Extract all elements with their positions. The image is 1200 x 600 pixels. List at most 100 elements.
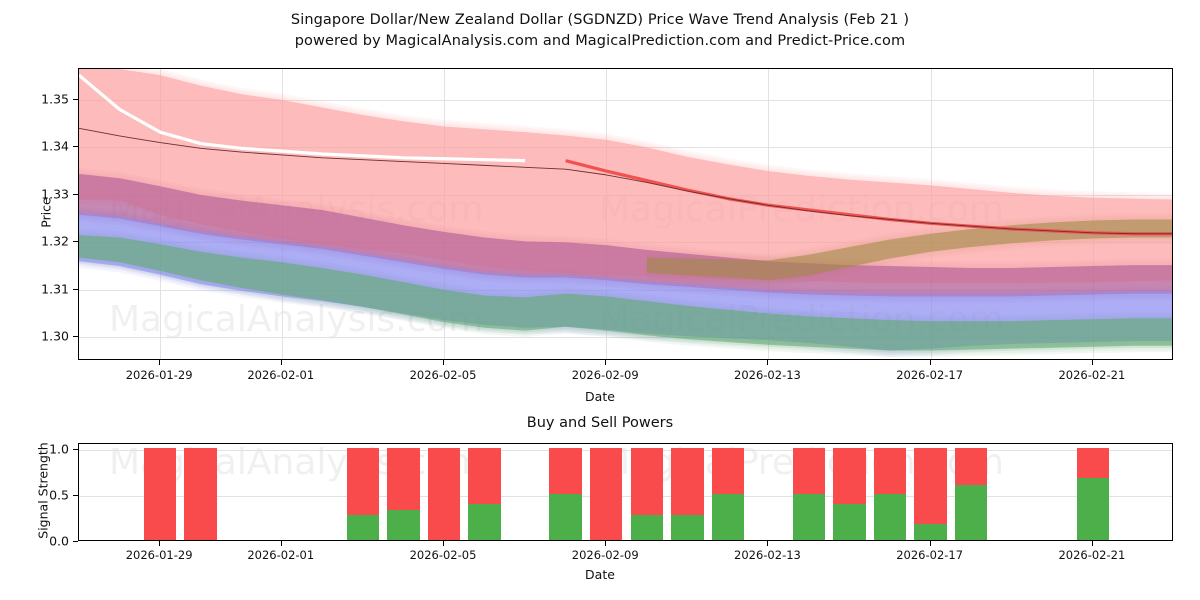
price-line <box>79 73 526 163</box>
x-axis-tick-label: 2026-02-17 <box>896 548 964 562</box>
buy-power-segment <box>914 524 947 540</box>
sell-power-segment <box>427 447 461 540</box>
buy-power-segment <box>792 493 826 540</box>
buy-power-segment <box>387 509 420 540</box>
y-axis-title: Signal Strength <box>35 442 51 539</box>
signal-bar[interactable] <box>1076 447 1110 540</box>
y-axis-tick-mark <box>73 448 78 450</box>
x-axis-tick-label: 2026-02-05 <box>409 368 477 382</box>
x-axis-tick-mark <box>1091 541 1093 546</box>
price-band <box>79 173 1172 297</box>
y-axis-tick-label: 1.32 <box>41 233 69 249</box>
signal-bar[interactable] <box>549 447 582 540</box>
signal-bar[interactable] <box>914 447 947 540</box>
y-axis-tick-mark <box>73 193 78 195</box>
sell-power-segment <box>914 447 947 525</box>
buy-power-segment <box>873 493 907 540</box>
buy-sell-title: Buy and Sell Powers <box>526 415 674 431</box>
sell-power-segment <box>671 447 704 516</box>
title-line-1: Singapore Dollar/New Zealand Dollar (SGD… <box>290 12 910 28</box>
x-axis-tick-label: 2026-01-29 <box>125 368 193 382</box>
sell-power-segment <box>184 447 217 540</box>
y-axis-tick-label: 1.34 <box>41 138 69 154</box>
x-axis-tick-mark <box>280 541 282 546</box>
price-band-layer <box>79 69 1172 357</box>
buy-power-segment <box>711 493 745 540</box>
x-axis-tick-label: 2026-02-17 <box>896 368 964 382</box>
y-axis-tick-label: 1.33 <box>41 186 69 202</box>
price-plot-area: MagicalAnalysis.comMagicalPrediction.com… <box>78 68 1173 360</box>
signal-bar[interactable] <box>833 447 866 540</box>
buy-power-segment <box>468 503 501 540</box>
sell-power-segment <box>590 447 623 540</box>
sell-power-segment <box>387 447 420 510</box>
y-axis-tick-label: 1.30 <box>41 328 69 344</box>
gridline-horizontal <box>79 495 1172 497</box>
price-band <box>646 219 1172 281</box>
price-line <box>79 127 1172 235</box>
x-axis-tick-label: 2026-02-05 <box>409 548 477 562</box>
signal-bar[interactable] <box>468 447 501 540</box>
sell-power-segment <box>549 447 582 494</box>
sell-power-segment <box>833 447 866 504</box>
buy-power-segment <box>630 515 663 540</box>
price-band <box>79 235 1172 351</box>
x-axis-tick-mark <box>605 360 607 365</box>
signal-bar[interactable] <box>346 447 380 540</box>
y-axis-tick-label: 1.35 <box>41 91 69 107</box>
sell-power-segment <box>711 447 745 494</box>
sell-power-segment <box>1076 447 1110 479</box>
y-axis-tick-mark <box>73 241 78 243</box>
x-axis-tick-mark <box>159 541 161 546</box>
y-axis-tick-label: 0.5 <box>49 487 69 503</box>
signal-bar[interactable] <box>630 447 663 540</box>
x-axis-tick-label: 2026-02-21 <box>1058 368 1126 382</box>
buy-power-segment <box>346 515 380 540</box>
signal-bar[interactable] <box>387 447 420 540</box>
x-axis-tick-label: 2026-02-21 <box>1058 548 1126 562</box>
x-axis-tick-label: 2026-02-13 <box>734 548 801 562</box>
price-band <box>79 212 1172 351</box>
sell-power-segment <box>792 447 826 494</box>
x-axis-tick-label: 2026-02-01 <box>247 368 315 382</box>
x-axis-tick-mark <box>280 360 282 365</box>
sell-power-segment <box>468 447 501 504</box>
y-axis-tick-mark <box>73 494 78 496</box>
signal-bar[interactable] <box>590 447 623 540</box>
sell-power-segment <box>630 447 663 516</box>
gridline-horizontal <box>79 449 1172 451</box>
y-axis-tick-mark <box>73 146 78 148</box>
buy-power-segment <box>955 484 988 540</box>
signal-bar[interactable] <box>873 447 907 540</box>
y-axis-tick-mark <box>73 336 78 338</box>
x-axis-tick-mark <box>443 541 444 546</box>
x-axis-tick-label: 2026-01-29 <box>125 548 193 562</box>
x-axis-tick-mark <box>929 360 931 365</box>
title-line-2: powered by MagicalAnalysis.com and Magic… <box>294 33 906 49</box>
signal-bar[interactable] <box>427 447 461 540</box>
signal-bar[interactable] <box>711 447 745 540</box>
buy-power-segment <box>549 493 582 540</box>
sell-power-segment <box>143 447 177 540</box>
x-axis-tick-mark <box>443 360 444 365</box>
x-axis-title: Date <box>585 389 615 404</box>
gridline-horizontal <box>79 337 1172 339</box>
y-axis-title: Price <box>38 197 54 228</box>
signal-bar[interactable] <box>671 447 704 540</box>
y-axis-tick-mark <box>73 98 78 100</box>
y-axis-tick-mark <box>73 541 78 542</box>
signal-bar[interactable] <box>955 447 988 540</box>
sell-power-segment <box>346 447 380 516</box>
x-axis-tick-mark <box>159 360 161 365</box>
y-axis-tick-label: 0.0 <box>49 533 69 549</box>
y-axis-tick-label: 1.31 <box>41 281 69 297</box>
x-axis-tick-mark <box>605 541 607 546</box>
signal-bar[interactable] <box>792 447 826 540</box>
signal-chart-panel: MagicalAnalysis.comMagicalPrediction.com <box>78 443 1173 541</box>
x-axis-tick-mark <box>767 541 769 546</box>
y-axis-tick-mark <box>73 288 78 290</box>
signal-bar[interactable] <box>143 447 177 540</box>
x-axis-tick-label: 2026-02-09 <box>571 548 639 562</box>
signal-bar[interactable] <box>184 447 217 540</box>
